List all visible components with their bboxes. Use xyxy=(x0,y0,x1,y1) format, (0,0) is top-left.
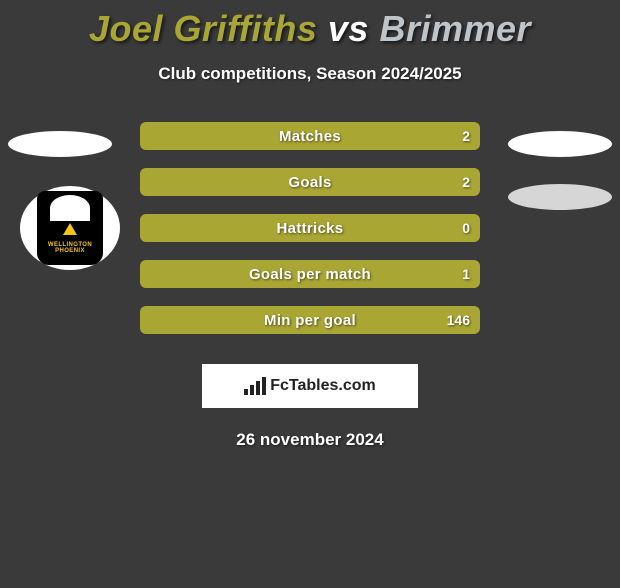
fctables-box[interactable]: FcTables.com xyxy=(202,364,418,408)
stat-row: Matches 2 xyxy=(140,122,480,150)
title-player1: Joel Griffiths xyxy=(89,8,317,49)
stat-label: Hattricks xyxy=(277,220,344,237)
badge-text-bottom: PHOENIX xyxy=(55,248,85,254)
badge-text: WELLINGTON PHOENIX xyxy=(48,242,92,255)
page-title: Joel Griffiths vs Brimmer xyxy=(0,8,620,50)
avatar-placeholder-right-1 xyxy=(508,131,612,157)
stat-row: Min per goal 146 xyxy=(140,306,480,334)
fctables-label: FcTables.com xyxy=(270,377,376,395)
stat-label: Goals xyxy=(288,174,331,191)
badge-eagle-shape xyxy=(50,195,90,221)
stat-value: 2 xyxy=(462,128,470,144)
club-badge: WELLINGTON PHOENIX xyxy=(20,186,120,270)
stat-row: Goals 2 xyxy=(140,168,480,196)
badge-flame-icon xyxy=(63,223,77,235)
stat-value: 146 xyxy=(447,312,470,328)
title-player2: Brimmer xyxy=(379,8,531,49)
date-text: 26 november 2024 xyxy=(0,430,620,450)
stat-label: Min per goal xyxy=(264,312,356,329)
avatar-placeholder-right-2 xyxy=(508,184,612,210)
stat-value: 2 xyxy=(462,174,470,190)
stat-row: Hattricks 0 xyxy=(140,214,480,242)
stat-row: Goals per match 1 xyxy=(140,260,480,288)
bar-chart-icon xyxy=(244,377,266,395)
avatar-placeholder-left xyxy=(8,131,112,157)
subtitle: Club competitions, Season 2024/2025 xyxy=(0,64,620,84)
stat-value: 0 xyxy=(462,220,470,236)
club-badge-inner: WELLINGTON PHOENIX xyxy=(37,191,103,265)
stat-value: 1 xyxy=(462,266,470,282)
stat-label: Matches xyxy=(279,128,341,145)
title-vs: vs xyxy=(328,8,369,49)
badge-text-top: WELLINGTON xyxy=(48,242,92,248)
stat-label: Goals per match xyxy=(249,266,371,283)
